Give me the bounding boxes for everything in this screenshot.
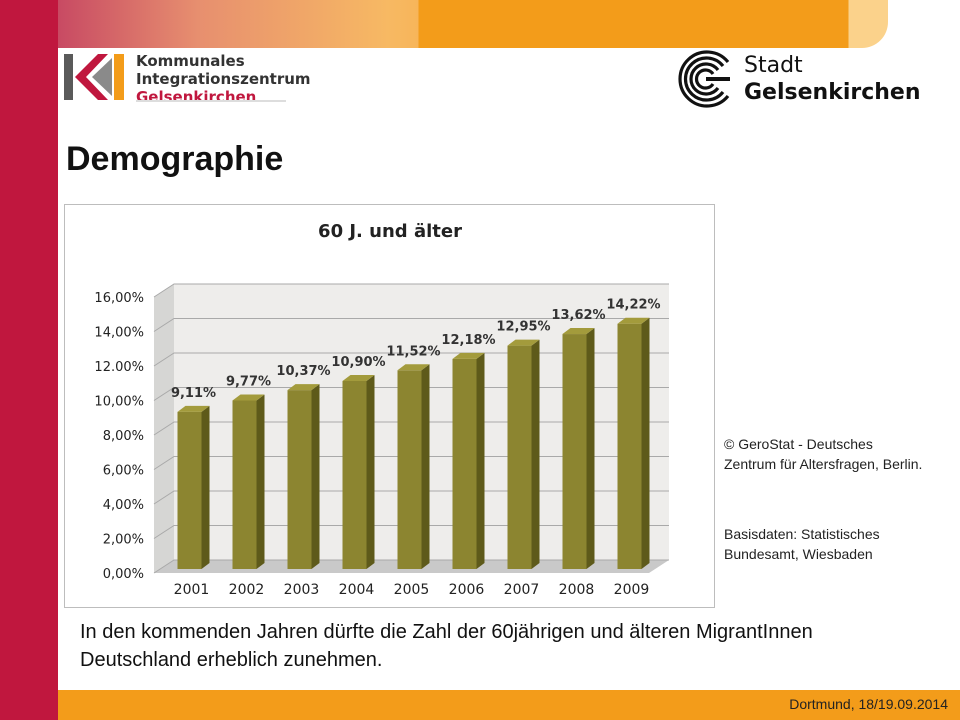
y-gridline <box>153 559 669 574</box>
y-tick-label: 14,00% <box>94 326 144 341</box>
bar-top <box>342 374 375 381</box>
bar <box>562 328 595 569</box>
y-tick-label: 12.00% <box>94 360 144 375</box>
page-title: Demographie <box>66 140 284 178</box>
top-gradient-band <box>58 0 888 48</box>
bar-top <box>562 328 595 335</box>
bar <box>177 405 210 569</box>
ki-logo-line-2: Integrationszentrum <box>136 70 311 88</box>
y-gridline <box>153 283 669 298</box>
bar-side <box>586 328 595 569</box>
bar-top <box>397 364 430 371</box>
left-accent-bar <box>0 0 58 690</box>
bar-top <box>287 384 320 391</box>
source-note: © GeroStat - Deutsches Zentrum für Alter… <box>724 436 923 472</box>
bar-data-label: 9,11% <box>171 386 216 401</box>
x-tick-label: 2009 <box>614 582 650 598</box>
city-logo-line-1: Stadt <box>744 53 803 78</box>
footer-date: Dortmund, 18/19.09.2014 <box>789 696 948 712</box>
x-tick-label: 2008 <box>559 582 595 598</box>
bar-front <box>452 358 477 569</box>
y-gridline <box>153 387 669 401</box>
bar <box>507 339 540 569</box>
bar-front <box>562 334 587 569</box>
y-tick-label: 16,00% <box>94 291 144 306</box>
x-tick-label: 2007 <box>504 582 540 598</box>
bar <box>452 352 485 569</box>
y-tick-label: 4,00% <box>103 498 144 513</box>
bar-top <box>232 394 265 401</box>
bar-data-label: 9,77% <box>226 374 271 389</box>
y-gridline <box>153 456 669 470</box>
bar-top <box>452 352 485 359</box>
y-tick-label: 2,00% <box>103 533 144 548</box>
bar-side <box>256 394 265 569</box>
ki-logo-text: Kommunales Integrationszentrum Gelsenkir… <box>136 52 311 106</box>
y-tick-label: 10,00% <box>94 395 144 410</box>
ki-logo-line-1: Kommunales <box>136 52 245 70</box>
x-tick-label: 2004 <box>339 582 375 598</box>
bar-side <box>531 339 540 569</box>
y-gridline <box>153 490 669 505</box>
city-logo-line-2: Gelsenkirchen <box>744 80 921 105</box>
x-tick-label: 2006 <box>449 582 485 598</box>
x-tick-label: 2003 <box>284 582 320 598</box>
bar-front <box>617 323 642 569</box>
bar-side <box>476 352 485 569</box>
city-logo-text: Stadt Gelsenkirchen <box>744 52 921 106</box>
bar-data-label: 10,90% <box>331 355 385 370</box>
bar <box>287 384 320 569</box>
ki-logo-underline <box>136 100 286 102</box>
caption-text: In den kommenden Jahren dürfte die Zahl … <box>80 621 813 671</box>
y-gridline <box>153 352 669 367</box>
bar-front <box>397 370 422 569</box>
bar-front <box>232 400 257 569</box>
bar-top <box>507 339 540 346</box>
x-tick-label: 2005 <box>394 582 430 598</box>
bar-chart: 0,00% 2,00% 4,00% 6,00% 8,00% 10,00% 12.00% 14,… <box>94 221 669 598</box>
bar-data-label: 11,52% <box>386 344 440 359</box>
chart-title: 60 J. und älter <box>318 221 462 242</box>
bar-data-label: 10,37% <box>276 364 330 379</box>
bar-front <box>177 411 202 569</box>
bottom-bar <box>0 690 960 720</box>
bar-data-label: 12,95% <box>496 320 550 335</box>
y-tick-label: 8,00% <box>103 429 144 444</box>
x-tick-label: 2002 <box>229 582 265 598</box>
y-tick-label: 6,00% <box>103 464 144 479</box>
bar <box>397 364 430 569</box>
bar <box>232 394 265 569</box>
y-gridline <box>153 421 669 436</box>
bar-front <box>287 390 312 569</box>
bottom-bar-corner <box>0 690 58 720</box>
bar-side <box>421 364 430 569</box>
bar-top <box>617 317 650 324</box>
bar-side <box>641 317 650 569</box>
bar <box>342 374 375 569</box>
bar-top <box>177 405 210 412</box>
bar-front <box>342 380 367 569</box>
ki-logo-line-3: Gelsenkirchen <box>136 88 257 106</box>
bar-side <box>201 405 210 569</box>
bar-data-label: 13,62% <box>551 308 605 323</box>
x-tick-label: 2001 <box>174 582 210 598</box>
bar-side <box>311 384 320 569</box>
y-gridline <box>153 525 669 539</box>
bar-data-label: 12,18% <box>441 333 495 348</box>
bar-side <box>366 374 375 569</box>
source-base: Basisdaten: Statistisches Bundesamt, Wie… <box>724 526 880 562</box>
bar <box>617 317 650 569</box>
ki-logo-icon <box>64 54 124 100</box>
y-gridline <box>153 318 669 332</box>
bar-data-label: 14,22% <box>606 298 660 313</box>
city-seal-icon <box>678 50 730 108</box>
y-tick-label: 0,00% <box>103 567 144 582</box>
bar-front <box>507 345 532 569</box>
